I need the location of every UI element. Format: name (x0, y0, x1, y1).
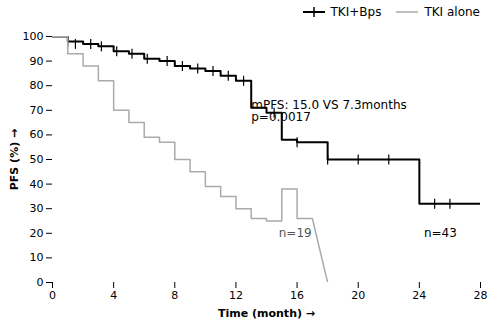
svg-text:30: 30 (30, 202, 44, 215)
svg-text:0: 0 (49, 289, 56, 302)
svg-text:16: 16 (290, 289, 304, 302)
svg-text:0: 0 (37, 276, 44, 289)
svg-text:100: 100 (23, 30, 44, 43)
svg-text:70: 70 (30, 104, 44, 117)
html-text:TKI+Bps: TKI+Bps (330, 5, 382, 19)
svg-text:PFS (%) →: PFS (%) → (8, 129, 21, 190)
svg-text:10: 10 (30, 251, 44, 264)
svg-text:40: 40 (30, 178, 44, 191)
svg-text:n=43: n=43 (424, 226, 457, 240)
svg-text:20: 20 (30, 227, 44, 240)
svg-text:12: 12 (229, 289, 243, 302)
svg-text:8: 8 (171, 289, 178, 302)
svg-text:n=19: n=19 (279, 226, 312, 240)
svg-text:50: 50 (30, 153, 44, 166)
svg-text:28: 28 (474, 289, 488, 302)
html-text:TKI alone: TKI alone (424, 5, 480, 19)
svg-text:Time (month) →: Time (month) → (218, 307, 315, 320)
svg-text:4: 4 (110, 289, 117, 302)
svg-text:60: 60 (30, 128, 44, 141)
svg-text:80: 80 (30, 79, 44, 92)
svg-text:24: 24 (412, 289, 426, 302)
svg-text:90: 90 (30, 55, 44, 68)
svg-text:mPFS: 15.0 VS 7.3monthsp=0.001: mPFS: 15.0 VS 7.3monthsp=0.0017 (251, 98, 407, 124)
svg-text:20: 20 (351, 289, 365, 302)
